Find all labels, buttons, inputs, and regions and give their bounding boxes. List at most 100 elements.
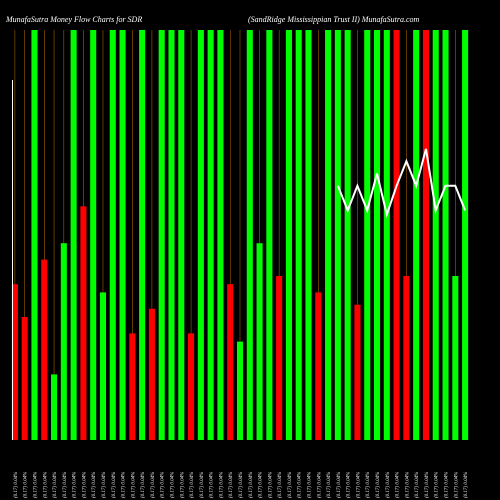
x-tick-label: (0.17) 0.04% xyxy=(210,472,215,498)
x-tick-label: (0.17) 0.04% xyxy=(170,472,175,498)
money-flow-bar xyxy=(109,30,116,440)
x-tick-label: (0.17) 0.04% xyxy=(425,472,430,498)
money-flow-bar xyxy=(119,30,126,440)
x-tick-label: (0.17) 0.04% xyxy=(337,472,342,498)
x-tick-label: (0.17) 0.04% xyxy=(278,472,283,498)
money-flow-bar xyxy=(334,30,341,440)
x-tick-label: (0.17) 0.04% xyxy=(386,472,391,498)
x-tick-label: (0.17) 0.04% xyxy=(161,472,166,498)
x-tick-label: (0.17) 0.04% xyxy=(249,472,254,498)
money-flow-bar xyxy=(354,304,361,440)
money-flow-bar xyxy=(21,317,28,440)
money-flow-bar xyxy=(70,30,77,440)
money-flow-bar xyxy=(422,30,429,440)
x-tick-label: (0.17) 0.04% xyxy=(298,472,303,498)
money-flow-bar xyxy=(364,30,371,440)
x-tick-label: (0.17) 0.04% xyxy=(151,472,156,498)
x-tick-label: (0.17) 0.04% xyxy=(219,472,224,498)
money-flow-bar xyxy=(246,30,253,440)
x-tick-label: (0.17) 0.04% xyxy=(239,472,244,498)
price-line xyxy=(336,148,467,219)
money-flow-bar xyxy=(207,30,214,440)
money-flow-bar xyxy=(178,30,185,440)
money-flow-bar xyxy=(236,341,244,440)
x-tick-label: (0.17) 0.04% xyxy=(14,472,19,498)
x-tick-label: (0.17) 0.04% xyxy=(347,472,352,498)
money-flow-bar xyxy=(442,30,449,440)
x-tick-label: (0.17) 0.04% xyxy=(200,472,205,498)
x-tick-label: (0.17) 0.04% xyxy=(376,472,381,498)
money-flow-bar xyxy=(158,30,165,440)
x-tick-label: (0.17) 0.04% xyxy=(268,472,273,498)
x-tick-label: (0.17) 0.04% xyxy=(190,472,195,498)
x-tick-label: (0.17) 0.04% xyxy=(327,472,332,498)
money-flow-bar xyxy=(129,333,136,440)
money-flow-bar xyxy=(325,30,332,440)
x-tick-label: (0.17) 0.04% xyxy=(445,472,450,498)
money-flow-bar xyxy=(51,374,58,440)
chart-title-right: (SandRidge Mississippian Trust II) Munaf… xyxy=(248,15,420,24)
money-flow-bar xyxy=(432,30,439,440)
x-tick-label: (0.17) 0.04% xyxy=(24,472,29,498)
money-flow-bar xyxy=(80,206,87,440)
x-tick-label: (0.17) 0.04% xyxy=(396,472,401,498)
x-tick-label: (0.17) 0.04% xyxy=(63,472,68,498)
money-flow-bar xyxy=(266,30,273,440)
money-flow-bar xyxy=(403,276,410,440)
x-tick-label: (0.17) 0.04% xyxy=(356,472,361,498)
money-flow-bar xyxy=(315,292,322,440)
money-flow-bar xyxy=(295,30,302,440)
money-flow-bar xyxy=(217,30,224,440)
money-flow-bar xyxy=(383,30,390,440)
x-tick-label: (0.17) 0.04% xyxy=(53,472,58,498)
x-tick-label: (0.17) 0.04% xyxy=(229,472,234,498)
x-tick-label: (0.17) 0.04% xyxy=(131,472,136,498)
money-flow-bar xyxy=(344,30,351,440)
x-tick-label: (0.17) 0.04% xyxy=(73,472,78,498)
x-tick-label: (0.17) 0.04% xyxy=(464,472,469,498)
money-flow-bar xyxy=(31,30,38,440)
x-tick-label: (0.17) 0.04% xyxy=(317,472,322,498)
money-flow-bar xyxy=(99,292,107,440)
x-tick-label: (0.17) 0.04% xyxy=(82,472,87,498)
x-tick-label: (0.17) 0.04% xyxy=(454,472,459,498)
x-tick-label: (0.17) 0.04% xyxy=(405,472,410,498)
money-flow-bar xyxy=(413,30,420,440)
money-flow-bar xyxy=(41,259,48,440)
money-flow-bar xyxy=(393,30,400,440)
money-flow-bar xyxy=(60,243,67,440)
x-tick-label: (0.17) 0.04% xyxy=(33,472,38,498)
x-tick-label: (0.17) 0.04% xyxy=(102,472,107,498)
x-tick-label: (0.17) 0.04% xyxy=(112,472,117,498)
money-flow-bar xyxy=(139,30,146,440)
chart-title-left: MunafaSutra Money Flow Charts for SDR xyxy=(5,15,142,24)
x-tick-label: (0.17) 0.04% xyxy=(308,472,313,498)
money-flow-bar xyxy=(148,308,155,440)
x-tick-labels: (0.17) 0.04% (0.17) 0.04% (0.17) 0.04% (0.1… xyxy=(14,472,469,498)
x-tick-label: (0.17) 0.04% xyxy=(92,472,97,498)
x-tick-label: (0.17) 0.04% xyxy=(415,472,420,498)
x-tick-label: (0.17) 0.04% xyxy=(122,472,127,498)
x-tick-label: (0.17) 0.04% xyxy=(141,472,146,498)
money-flow-bar xyxy=(462,30,469,440)
x-tick-label: (0.17) 0.04% xyxy=(435,472,440,498)
money-flow-bar xyxy=(256,243,263,440)
money-flow-bar xyxy=(90,30,97,440)
x-tick-label: (0.17) 0.04% xyxy=(180,472,185,498)
money-flow-bars xyxy=(11,30,469,440)
money-flow-bar xyxy=(452,276,459,440)
x-tick-label: (0.17) 0.04% xyxy=(259,472,264,498)
x-tick-label: (0.17) 0.04% xyxy=(43,472,48,498)
money-flow-bar xyxy=(285,30,292,440)
money-flow-bar xyxy=(168,30,175,440)
money-flow-bar xyxy=(188,333,195,440)
money-flow-bar xyxy=(197,30,204,440)
money-flow-bar xyxy=(11,284,18,440)
money-flow-bar xyxy=(305,30,312,440)
x-tick-label: (0.17) 0.04% xyxy=(366,472,371,498)
money-flow-bar xyxy=(373,30,381,440)
money-flow-bar xyxy=(276,276,283,440)
price-line-path xyxy=(336,148,467,219)
